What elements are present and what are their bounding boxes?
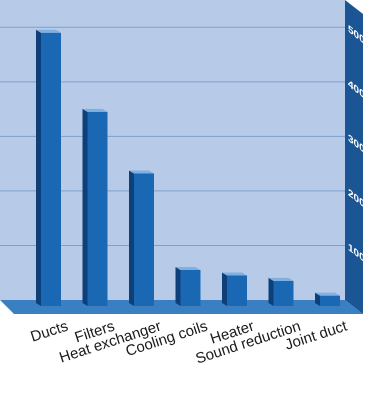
bar xyxy=(222,272,247,306)
bar xyxy=(268,277,294,306)
bar xyxy=(129,170,154,306)
bar xyxy=(82,108,108,307)
bar xyxy=(175,267,201,306)
bar xyxy=(36,29,61,307)
x-category-label: Ducts xyxy=(29,318,71,346)
chart-axis-wall xyxy=(345,0,363,314)
bars xyxy=(36,29,340,307)
bar xyxy=(315,292,340,306)
